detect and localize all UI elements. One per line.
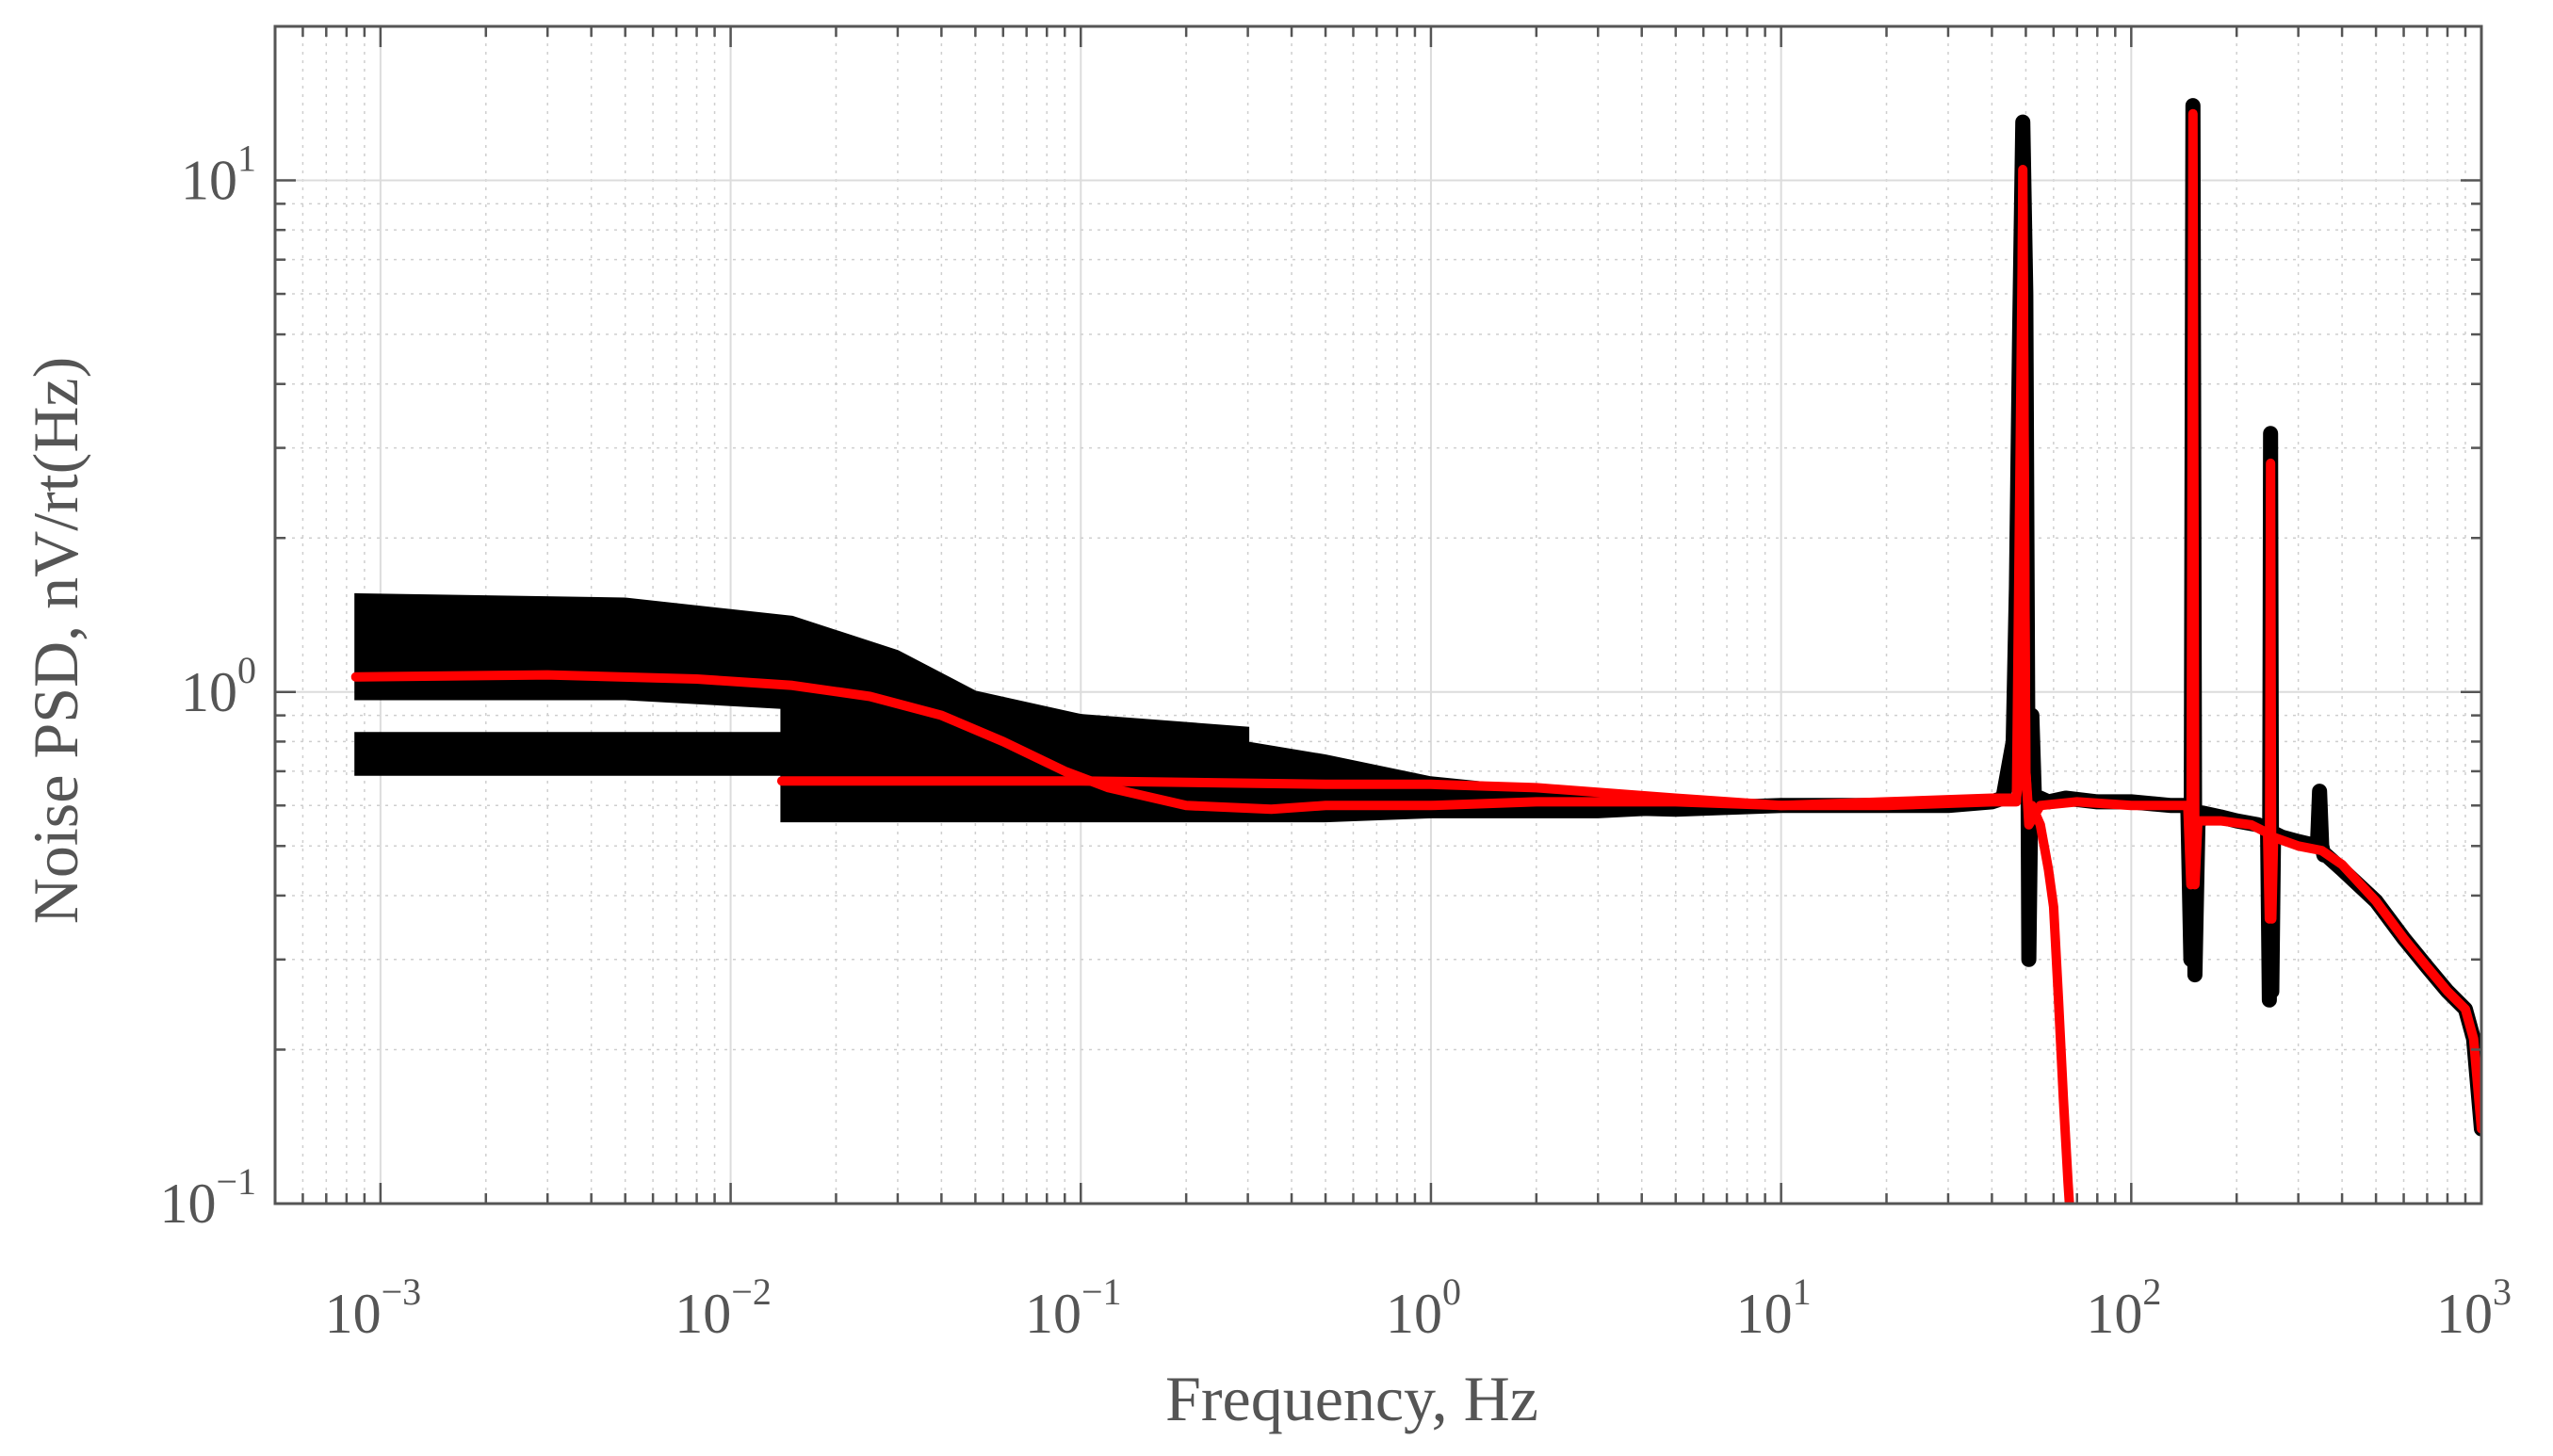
noise-band [354,732,784,776]
x-tick-label: 10−2 [675,1270,772,1345]
y-tick-label: 10−1 [159,1160,256,1235]
noise-bands [354,592,1678,823]
y-axis-label: Noise PSD, nV/rt(Hz) [20,357,91,925]
x-tick-label: 101 [1736,1270,1812,1345]
x-tick-label: 10−3 [325,1270,422,1345]
x-tick-label: 10−1 [1025,1270,1122,1345]
grid [274,25,2482,1205]
x-tick-label: 102 [2086,1270,2161,1345]
x-tick-label: 103 [2436,1270,2512,1345]
y-tick-labels: 10−1 100 101 [159,138,256,1235]
axis-ticks [273,24,2483,1205]
series-lines [350,98,2481,1204]
x-tick-labels: 10−3 10−2 10−1 100 101 102 103 [325,1270,2512,1345]
x-axis-label: Frequency, Hz [1165,1363,1538,1434]
x-tick-label: 100 [1386,1270,1461,1345]
y-tick-label: 100 [181,649,256,723]
plot-frame [273,24,2483,1205]
y-tick-label: 101 [181,138,256,212]
series-line-3 [776,108,2481,1134]
